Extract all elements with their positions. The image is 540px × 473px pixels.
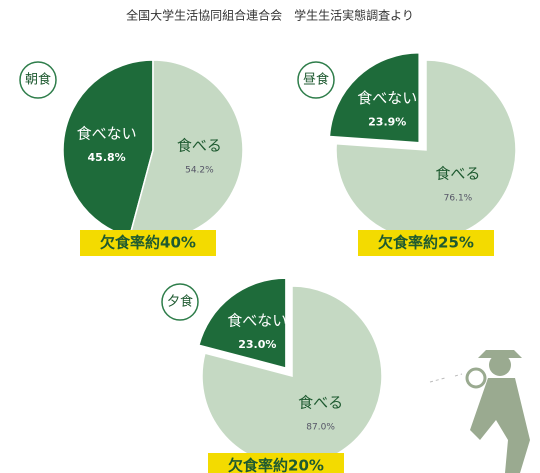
chart-title: 夕食 <box>167 294 193 310</box>
pie-slice <box>197 277 287 370</box>
slice-label: 食べない <box>227 312 287 330</box>
decoration <box>429 350 530 473</box>
value-label: 45.8% <box>88 151 126 164</box>
slice-label: 食べる <box>298 394 343 412</box>
slice-label: 食べる <box>177 137 222 155</box>
title-badge <box>297 61 335 99</box>
annotation-box <box>358 230 494 256</box>
annotation-box <box>208 453 344 473</box>
title-badge <box>161 283 199 321</box>
annotation: 欠食率約40% <box>100 234 196 252</box>
value-label: 76.1% <box>444 194 473 204</box>
pie-slice <box>201 285 383 467</box>
pie-slice <box>335 59 517 241</box>
annotation-box <box>80 230 216 256</box>
chart-title: 朝食 <box>25 72 51 88</box>
slice-label: 食べる <box>435 165 480 183</box>
value-label: 23.9% <box>368 115 406 128</box>
value-label: 87.0% <box>306 423 335 433</box>
annotation: 欠食率約25% <box>378 234 474 252</box>
chart-title: 昼食 <box>303 72 329 88</box>
pie-slice <box>328 51 420 144</box>
value-label: 54.2% <box>185 166 214 176</box>
slice-label: 食べない <box>357 89 417 107</box>
value-label: 23.0% <box>238 338 276 351</box>
annotation: 欠食率約20% <box>228 457 324 473</box>
pie-slice <box>62 59 154 238</box>
source: 全国大学生活協同組合連合会 学生生活実態調査より <box>126 8 414 23</box>
title-badge <box>19 61 57 99</box>
slice-label: 食べない <box>77 124 137 142</box>
